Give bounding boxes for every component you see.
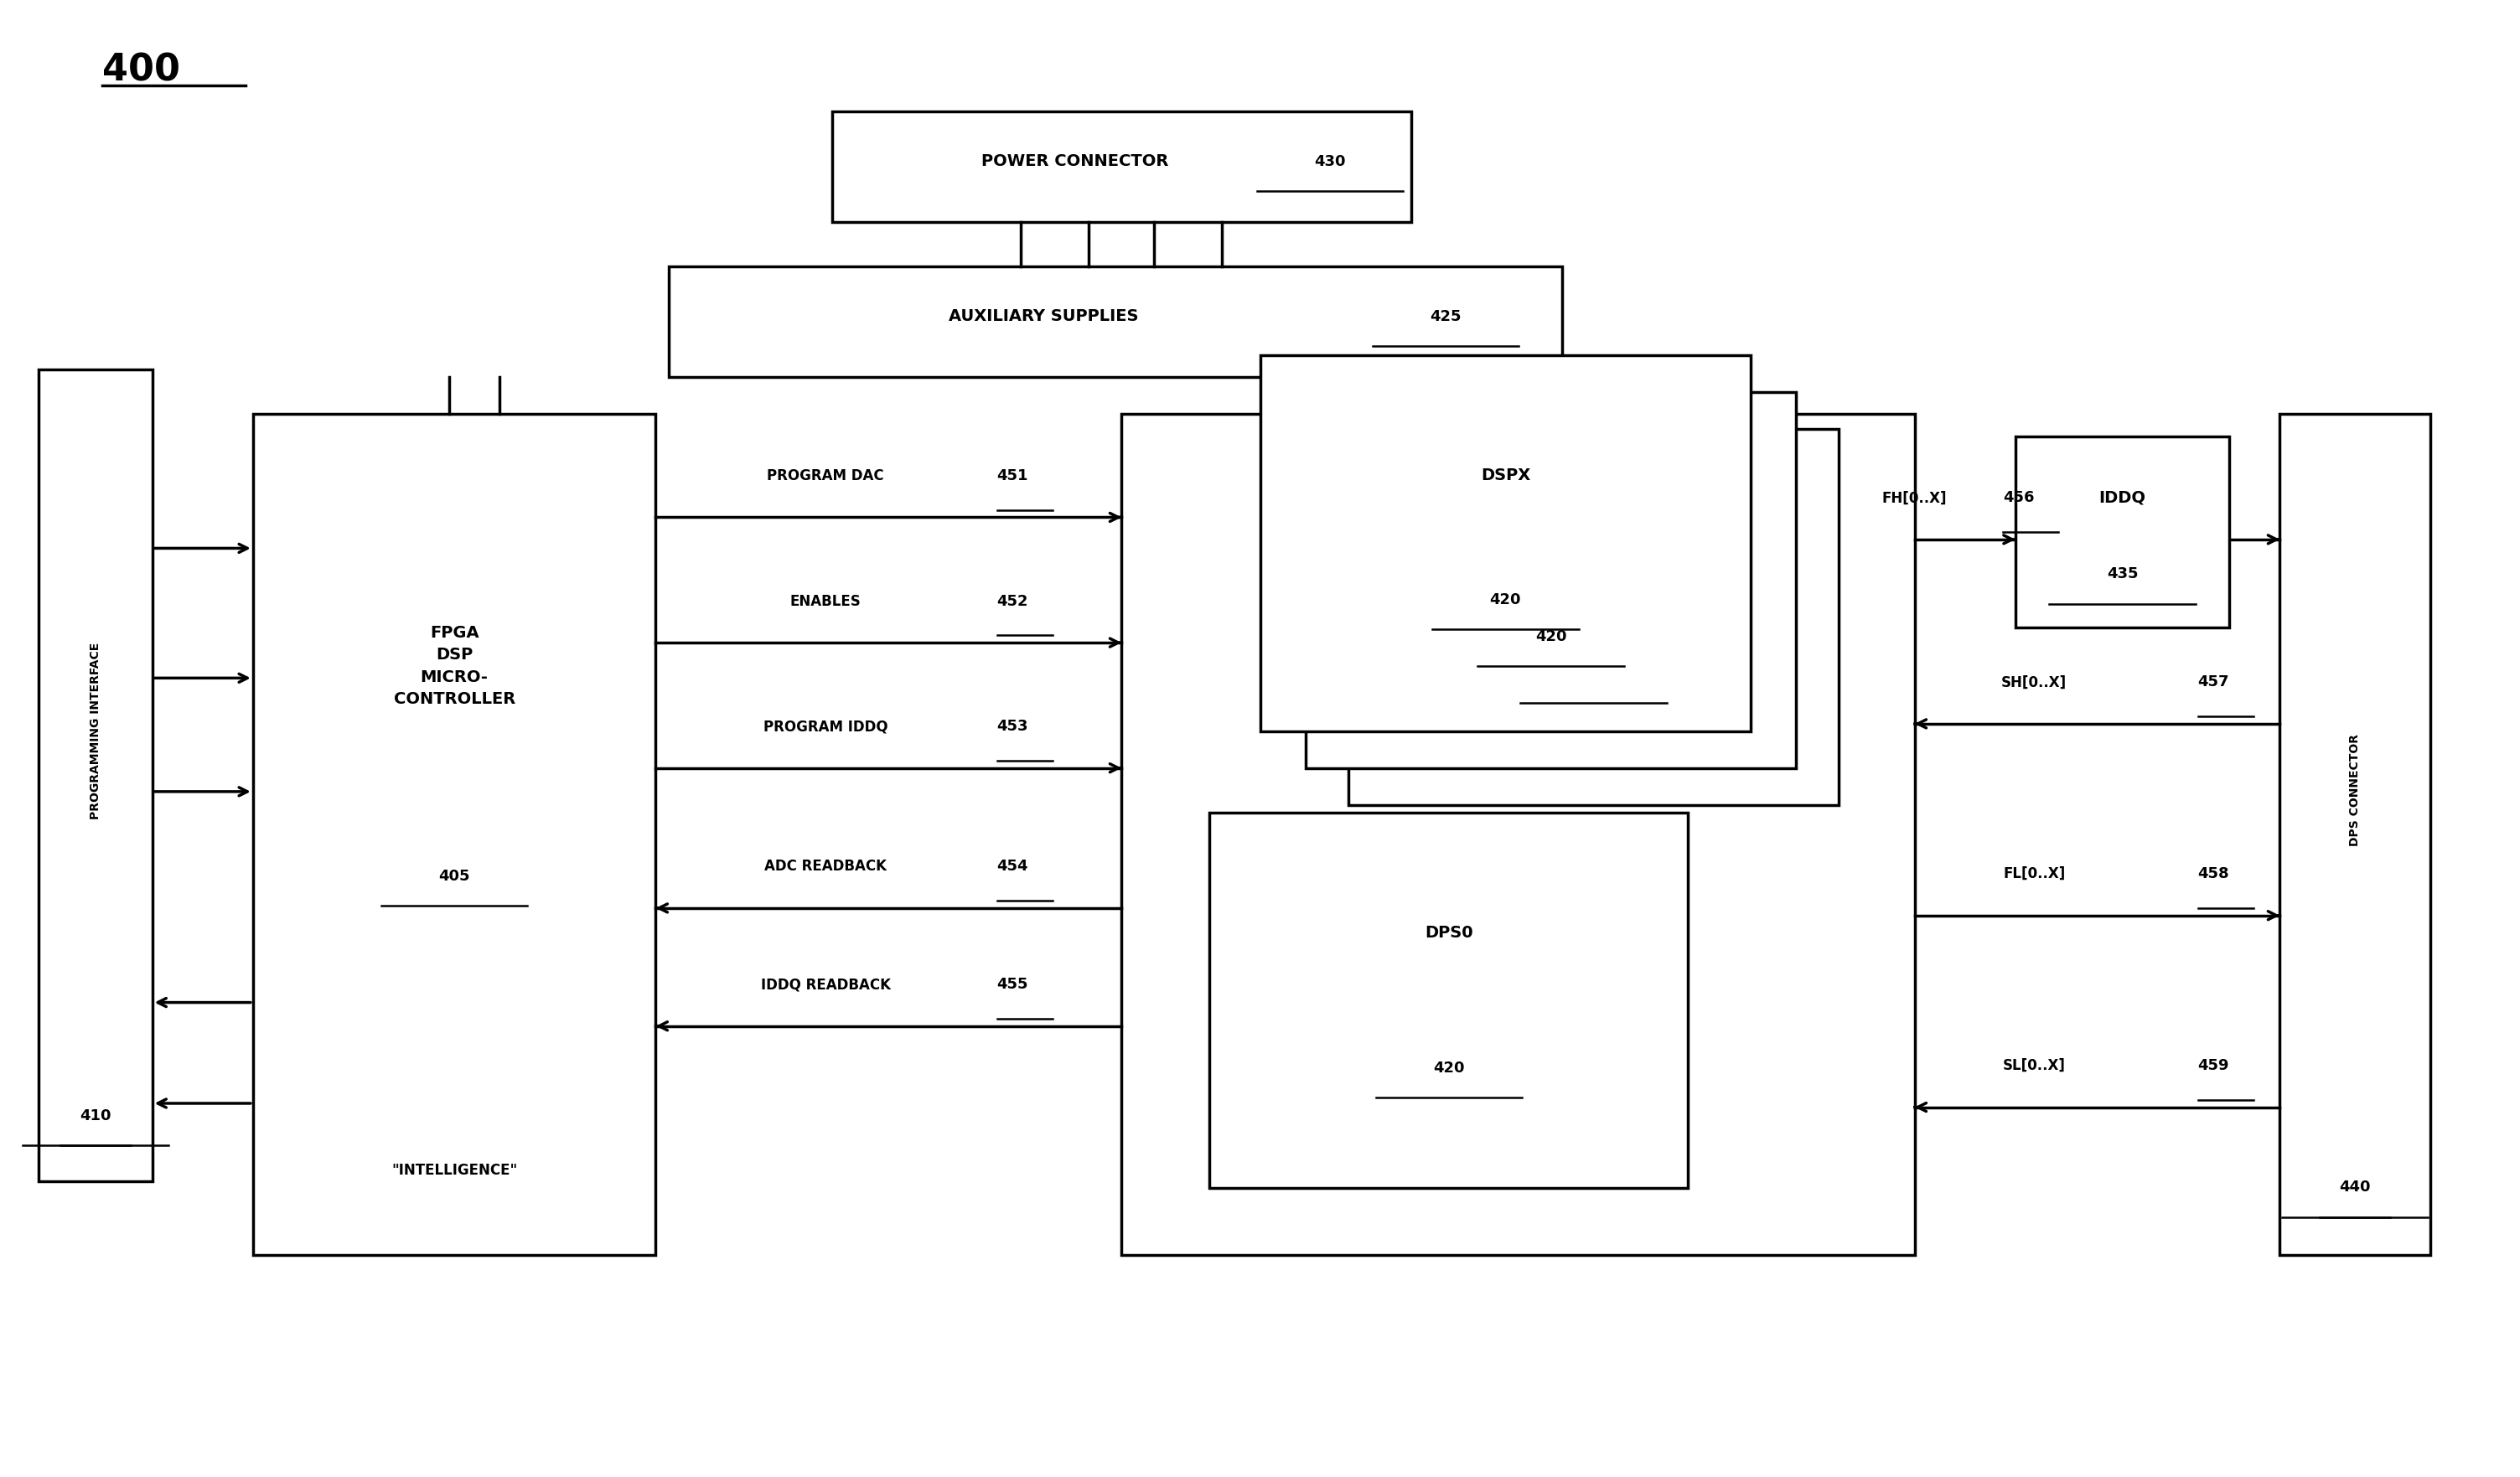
Text: ENABLES: ENABLES [791,594,862,609]
Text: 453: 453 [998,719,1028,734]
Text: SL[0..X]: SL[0..X] [2003,1058,2066,1074]
Text: 454: 454 [998,860,1028,874]
Text: 455: 455 [998,978,1028,993]
Text: 420: 420 [1578,666,1610,681]
Text: 451: 451 [998,468,1028,483]
Text: "INTELLIGENCE": "INTELLIGENCE" [391,1162,517,1179]
Bar [1210,812,1688,1189]
Text: 452: 452 [998,594,1028,609]
Bar [668,267,1562,377]
Text: DSPX: DSPX [1482,467,1530,483]
Text: PROGRAM DAC: PROGRAM DAC [766,468,885,483]
Text: DPS0: DPS0 [1424,925,1474,941]
Bar [1260,354,1751,731]
Text: SH[0..X]: SH[0..X] [2001,675,2066,690]
Text: FH[0..X]: FH[0..X] [1882,490,1948,505]
Bar [252,414,655,1254]
Text: 425: 425 [1431,309,1462,323]
Text: 430: 430 [1315,154,1346,168]
Text: 456: 456 [2003,490,2034,505]
Text: 435: 435 [2107,567,2137,582]
Text: AUXILIARY SUPPLIES: AUXILIARY SUPPLIES [950,309,1139,325]
Bar [2016,436,2230,628]
Text: 420: 420 [1489,592,1522,607]
Text: PROGRAM IDDQ: PROGRAM IDDQ [764,719,887,734]
Text: PROGRAMMING INTERFACE: PROGRAMMING INTERFACE [91,642,101,820]
Text: 440: 440 [2339,1180,2371,1195]
Bar [832,112,1411,223]
Text: ADC READBACK: ADC READBACK [764,860,887,874]
Bar [38,369,151,1182]
Text: POWER CONNECTOR: POWER CONNECTOR [983,154,1169,170]
Text: IDDQ READBACK: IDDQ READBACK [761,978,890,993]
Text: 410: 410 [81,1108,111,1124]
Text: 420: 420 [1434,1060,1464,1075]
Bar [1305,391,1797,768]
Text: 457: 457 [2197,675,2230,690]
Text: FL[0..X]: FL[0..X] [2003,867,2066,882]
Text: 458: 458 [2197,867,2230,882]
Text: 420: 420 [1535,629,1567,644]
Text: IDDQ: IDDQ [2099,489,2145,505]
Bar [1121,414,1915,1254]
Text: 405: 405 [438,868,471,883]
Text: 459: 459 [2197,1058,2230,1074]
Text: DPS CONNECTOR: DPS CONNECTOR [2349,734,2361,846]
Bar [2281,414,2432,1254]
Bar [1348,428,1840,805]
Text: 400: 400 [101,53,179,89]
Text: FPGA
DSP
MICRO-
CONTROLLER: FPGA DSP MICRO- CONTROLLER [393,625,514,707]
